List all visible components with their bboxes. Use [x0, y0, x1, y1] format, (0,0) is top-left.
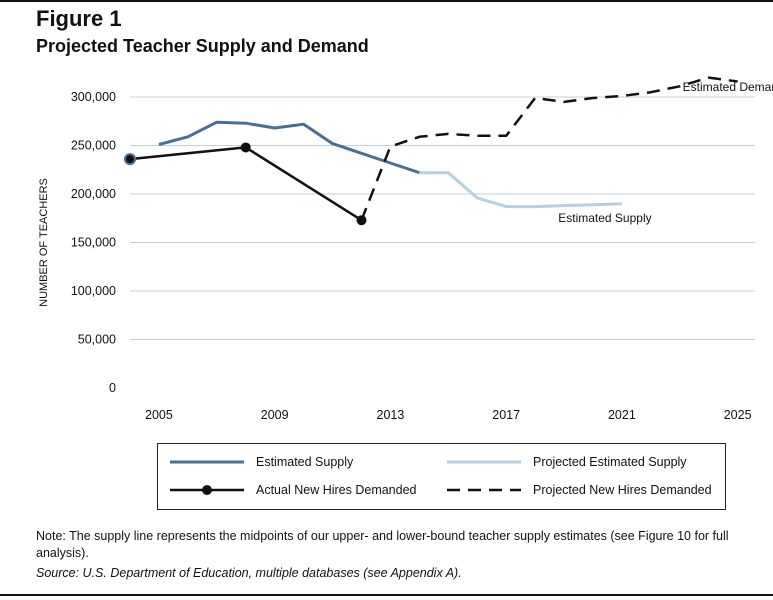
- x-tick-label: 2025: [724, 408, 752, 422]
- line-chart: 0 50,000 100,000 150,000 200,000 250,000 300,0…: [38, 76, 773, 422]
- chart-title: Projected Teacher Supply and Demand: [36, 36, 369, 56]
- y-tick-label: 0: [109, 381, 116, 395]
- x-tick-label: 2009: [261, 408, 289, 422]
- series-line-actual-new-hires-demanded: [129, 146, 363, 222]
- y-tick-label: 250,000: [71, 139, 116, 153]
- y-axis-label: NUMBER OF TEACHERS: [38, 178, 50, 307]
- legend-item-estimated-supply: Estimated Supply: [170, 455, 353, 469]
- legend-label: Projected Estimated Supply: [533, 455, 687, 469]
- y-tick-label: 50,000: [78, 333, 116, 347]
- series-line-projected-estimated-supply: [419, 171, 622, 209]
- chart-annotation: Estimated Demand: [683, 80, 773, 94]
- y-tick-label: 300,000: [71, 90, 116, 104]
- y-tick-label: 200,000: [71, 187, 116, 201]
- legend-label: Estimated Supply: [256, 455, 354, 469]
- bottom-rule: [0, 594, 773, 596]
- legend-label: Projected New Hires Demanded: [533, 483, 712, 497]
- series-line-estimated-supply: [158, 120, 420, 175]
- x-tick-label: 2005: [145, 408, 173, 422]
- legend-label: Actual New Hires Demanded: [256, 483, 417, 497]
- legend-item-projected-estimated-supply: Projected Estimated Supply: [447, 455, 687, 469]
- data-point-marker: [124, 153, 136, 166]
- legend-swatch-projected-new-hires: [447, 488, 521, 492]
- legend-swatch-projected-estimated-supply: [447, 460, 521, 464]
- x-tick-label: 2017: [492, 408, 520, 422]
- series-line-projected-new-hires-demanded: [360, 76, 738, 221]
- x-tick-label: 2021: [608, 408, 636, 422]
- chart-note: Note: The supply line represents the mid…: [36, 529, 729, 560]
- data-point-marker: [240, 142, 251, 153]
- chart-legend: Estimated Supply Projected Estimated Sup…: [157, 443, 726, 510]
- legend-swatch-actual-new-hires: [170, 485, 244, 495]
- figure-label: Figure 1: [36, 6, 122, 31]
- x-tick-label: 2013: [377, 408, 405, 422]
- y-tick-label: 100,000: [71, 284, 116, 298]
- legend-swatch-estimated-supply: [170, 460, 244, 464]
- chart-source: Source: U.S. Department of Education, mu…: [36, 566, 462, 580]
- top-rule: [0, 0, 773, 2]
- y-tick-label: 150,000: [71, 236, 116, 250]
- chart-annotation: Estimated Supply: [558, 211, 651, 225]
- legend-item-projected-new-hires: Projected New Hires Demanded: [447, 483, 712, 497]
- legend-item-actual-new-hires: Actual New Hires Demanded: [170, 483, 417, 497]
